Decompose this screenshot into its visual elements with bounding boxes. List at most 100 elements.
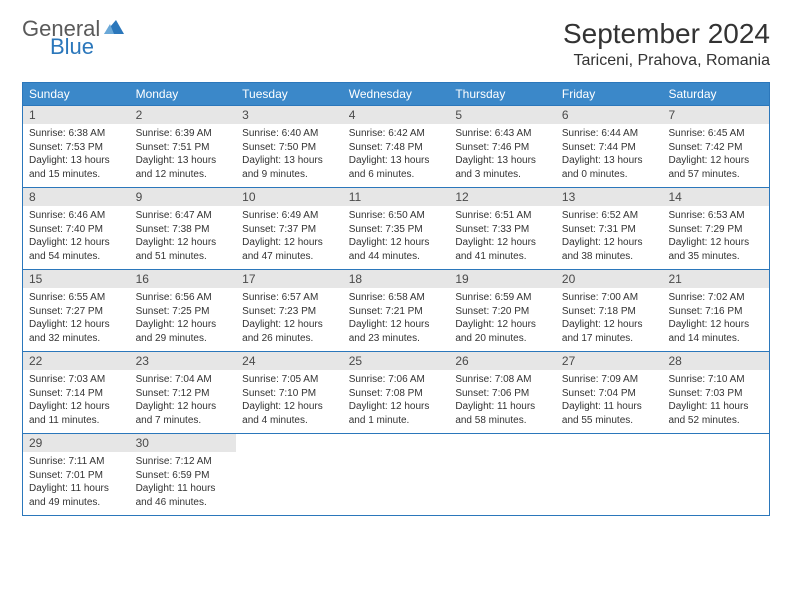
day-ss: Sunset: 7:40 PM: [29, 223, 124, 237]
day-d1: Daylight: 12 hours: [136, 236, 231, 250]
day-number: 1: [23, 106, 130, 124]
day-ss: Sunset: 7:20 PM: [455, 305, 550, 319]
day-cell: [236, 434, 343, 515]
day-sr: Sunrise: 7:00 AM: [562, 291, 657, 305]
day-sr: Sunrise: 6:45 AM: [668, 127, 763, 141]
day-ss: Sunset: 7:12 PM: [136, 387, 231, 401]
day-d2: and 52 minutes.: [668, 414, 763, 428]
day-body: Sunrise: 6:55 AMSunset: 7:27 PMDaylight:…: [23, 288, 130, 351]
day-ss: Sunset: 7:27 PM: [29, 305, 124, 319]
day-cell: 29Sunrise: 7:11 AMSunset: 7:01 PMDayligh…: [23, 434, 130, 515]
day-number: 15: [23, 270, 130, 288]
day-sr: Sunrise: 6:40 AM: [242, 127, 337, 141]
day-sr: Sunrise: 6:52 AM: [562, 209, 657, 223]
day-sr: Sunrise: 7:03 AM: [29, 373, 124, 387]
day-number: 8: [23, 188, 130, 206]
day-number: 28: [662, 352, 769, 370]
day-cell: 19Sunrise: 6:59 AMSunset: 7:20 PMDayligh…: [449, 270, 556, 351]
day-body: Sunrise: 7:08 AMSunset: 7:06 PMDaylight:…: [449, 370, 556, 433]
day-cell: 26Sunrise: 7:08 AMSunset: 7:06 PMDayligh…: [449, 352, 556, 433]
day-cell: 20Sunrise: 7:00 AMSunset: 7:18 PMDayligh…: [556, 270, 663, 351]
logo-text-blue: Blue: [50, 36, 126, 58]
week-row: 29Sunrise: 7:11 AMSunset: 7:01 PMDayligh…: [23, 433, 769, 515]
day-number: 23: [130, 352, 237, 370]
day-d2: and 11 minutes.: [29, 414, 124, 428]
day-cell: 4Sunrise: 6:42 AMSunset: 7:48 PMDaylight…: [343, 106, 450, 187]
day-sr: Sunrise: 6:38 AM: [29, 127, 124, 141]
day-d2: and 38 minutes.: [562, 250, 657, 264]
day-body: Sunrise: 6:44 AMSunset: 7:44 PMDaylight:…: [556, 124, 663, 187]
day-ss: Sunset: 7:14 PM: [29, 387, 124, 401]
day-d2: and 20 minutes.: [455, 332, 550, 346]
day-d2: and 58 minutes.: [455, 414, 550, 428]
day-d1: Daylight: 12 hours: [668, 236, 763, 250]
day-d2: and 12 minutes.: [136, 168, 231, 182]
day-body: Sunrise: 6:40 AMSunset: 7:50 PMDaylight:…: [236, 124, 343, 187]
day-ss: Sunset: 7:04 PM: [562, 387, 657, 401]
day-cell: 22 Sunrise: 7:03 AMSunset: 7:14 PMDayligh…: [23, 352, 130, 433]
calendar: Sunday Monday Tuesday Wednesday Thursday…: [22, 82, 770, 516]
day-d1: Daylight: 12 hours: [668, 318, 763, 332]
day-body: Sunrise: 6:38 AMSunset: 7:53 PMDaylight:…: [23, 124, 130, 187]
day-d2: and 46 minutes.: [136, 496, 231, 510]
day-number: 14: [662, 188, 769, 206]
day-number: 3: [236, 106, 343, 124]
day-d1: Daylight: 12 hours: [242, 318, 337, 332]
day-number: 4: [343, 106, 450, 124]
day-d1: Daylight: 12 hours: [242, 400, 337, 414]
dow-monday: Monday: [130, 83, 237, 105]
day-d1: Daylight: 11 hours: [668, 400, 763, 414]
day-cell: 14 Sunrise: 6:53 AMSunset: 7:29 PMDayligh…: [662, 188, 769, 269]
day-ss: Sunset: 6:59 PM: [136, 469, 231, 483]
day-cell: [343, 434, 450, 515]
day-body: Sunrise: 6:39 AMSunset: 7:51 PMDaylight:…: [130, 124, 237, 187]
week-row: 22Sunrise: 7:03 AMSunset: 7:14 PMDayligh…: [23, 351, 769, 433]
day-d1: Daylight: 12 hours: [455, 236, 550, 250]
logo: General Blue: [22, 18, 126, 58]
week-row: 1Sunrise: 6:38 AMSunset: 7:53 PMDaylight…: [23, 105, 769, 187]
day-body: Sunrise: 7:02 AMSunset: 7:16 PMDaylight:…: [662, 288, 769, 351]
day-body: Sunrise: 6:49 AMSunset: 7:37 PMDaylight:…: [236, 206, 343, 269]
day-d2: and 9 minutes.: [242, 168, 337, 182]
day-body: Sunrise: 7:09 AMSunset: 7:04 PMDaylight:…: [556, 370, 663, 433]
day-cell: 9Sunrise: 6:47 AMSunset: 7:38 PMDaylight…: [130, 188, 237, 269]
day-body: Sunrise: 7:10 AMSunset: 7:03 PMDaylight:…: [662, 370, 769, 433]
day-d2: and 44 minutes.: [349, 250, 444, 264]
day-cell: [449, 434, 556, 515]
dow-wednesday: Wednesday: [343, 83, 450, 105]
day-sr: Sunrise: 6:51 AM: [455, 209, 550, 223]
day-d1: Daylight: 12 hours: [562, 236, 657, 250]
day-ss: Sunset: 7:35 PM: [349, 223, 444, 237]
day-sr: Sunrise: 6:53 AM: [668, 209, 763, 223]
day-d1: Daylight: 12 hours: [136, 318, 231, 332]
day-number: 26: [449, 352, 556, 370]
day-d1: Daylight: 12 hours: [242, 236, 337, 250]
day-cell: 23Sunrise: 7:04 AMSunset: 7:12 PMDayligh…: [130, 352, 237, 433]
day-body: Sunrise: 7:00 AMSunset: 7:18 PMDaylight:…: [556, 288, 663, 351]
day-cell: 28Sunrise: 7:10 AMSunset: 7:03 PMDayligh…: [662, 352, 769, 433]
day-ss: Sunset: 7:46 PM: [455, 141, 550, 155]
day-d1: Daylight: 12 hours: [29, 400, 124, 414]
day-d1: Daylight: 13 hours: [242, 154, 337, 168]
day-sr: Sunrise: 6:50 AM: [349, 209, 444, 223]
day-body: Sunrise: 6:59 AMSunset: 7:20 PMDaylight:…: [449, 288, 556, 351]
day-body: Sunrise: 7:05 AMSunset: 7:10 PMDaylight:…: [236, 370, 343, 433]
day-d2: and 57 minutes.: [668, 168, 763, 182]
day-sr: Sunrise: 6:55 AM: [29, 291, 124, 305]
day-body: Sunrise: 6:50 AMSunset: 7:35 PMDaylight:…: [343, 206, 450, 269]
day-cell: [556, 434, 663, 515]
dow-tuesday: Tuesday: [236, 83, 343, 105]
day-ss: Sunset: 7:29 PM: [668, 223, 763, 237]
day-body: Sunrise: 7:04 AMSunset: 7:12 PMDaylight:…: [130, 370, 237, 433]
day-cell: 10Sunrise: 6:49 AMSunset: 7:37 PMDayligh…: [236, 188, 343, 269]
day-ss: Sunset: 7:50 PM: [242, 141, 337, 155]
day-d2: and 3 minutes.: [455, 168, 550, 182]
day-sr: Sunrise: 7:11 AM: [29, 455, 124, 469]
day-d2: and 17 minutes.: [562, 332, 657, 346]
day-cell: 30Sunrise: 7:12 AMSunset: 6:59 PMDayligh…: [130, 434, 237, 515]
day-number: 5: [449, 106, 556, 124]
day-d2: and 54 minutes.: [29, 250, 124, 264]
location: Tariceni, Prahova, Romania: [563, 52, 770, 70]
day-number: 22: [23, 352, 130, 370]
day-d2: and 55 minutes.: [562, 414, 657, 428]
